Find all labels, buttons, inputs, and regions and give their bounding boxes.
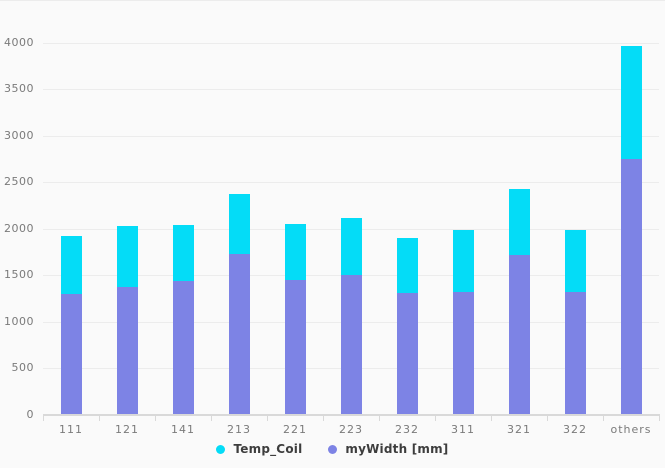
y-axis-label: 2500 — [4, 175, 34, 189]
bar-segment-temp-coil[interactable] — [620, 45, 642, 159]
legend-item-temp-coil[interactable]: Temp_Coil — [216, 442, 302, 456]
bar-segment-temp-coil[interactable] — [452, 229, 474, 292]
y-axis-label: 4000 — [4, 35, 34, 49]
y-axis-label: 3000 — [4, 128, 34, 142]
bar-segment-temp-coil[interactable] — [60, 236, 82, 294]
bar-segment-temp-coil[interactable] — [116, 226, 138, 288]
x-axis-label-others: others — [610, 423, 652, 436]
bar-segment-temp-coil[interactable] — [340, 218, 362, 276]
x-axis-label-223: 223 — [339, 423, 363, 436]
gridline — [43, 42, 659, 44]
bar-segment-mywidth[interactable] — [452, 291, 474, 414]
x-axis-label-221: 221 — [283, 423, 307, 436]
y-axis-label: 500 — [11, 361, 34, 375]
bar-group-232 — [379, 1, 435, 414]
bar-group-213 — [211, 1, 267, 414]
x-axis-tick — [491, 416, 492, 421]
bar-group-others — [603, 1, 659, 414]
bar-segment-temp-coil[interactable] — [284, 223, 306, 281]
x-axis-label-311: 311 — [451, 423, 475, 436]
bar-segment-mywidth[interactable] — [340, 275, 362, 414]
bar-group-111 — [43, 1, 99, 414]
bar-group-321 — [491, 1, 547, 414]
x-axis-tick — [43, 416, 44, 421]
gridline — [43, 89, 659, 91]
x-axis-labels: 111 121 141 213 221 223 232 311 321 322 others — [43, 423, 659, 436]
bar-segment-temp-coil[interactable] — [228, 194, 250, 254]
bar-segment-temp-coil[interactable] — [508, 188, 530, 256]
gridline — [43, 135, 659, 137]
bar-group-121 — [99, 1, 155, 414]
x-axis-tick — [547, 416, 548, 421]
x-axis-tick — [323, 416, 324, 421]
bar-group-223 — [323, 1, 379, 414]
bar-group-141 — [155, 1, 211, 414]
plot-area — [43, 1, 659, 415]
legend-label: myWidth [mm] — [345, 442, 449, 456]
x-axis-tick — [379, 416, 380, 421]
legend-label: Temp_Coil — [233, 442, 303, 456]
x-axis-label-111: 111 — [59, 423, 83, 436]
x-axis-tick — [435, 416, 436, 421]
x-axis-label-232: 232 — [395, 423, 419, 436]
y-axis-label: 1000 — [4, 314, 34, 328]
x-axis-tick — [155, 416, 156, 421]
chart-legend: Temp_Coil myWidth [mm] — [0, 442, 665, 456]
legend-series-dot-icon — [216, 444, 226, 454]
y-axis-label: 0 — [26, 408, 34, 421]
bar-segment-temp-coil[interactable] — [396, 238, 418, 293]
y-axis-label: 3500 — [4, 82, 34, 96]
bar-segment-mywidth[interactable] — [60, 293, 82, 414]
x-axis-tick — [99, 416, 100, 421]
bar-segment-temp-coil[interactable] — [172, 225, 194, 281]
y-axis-label: 2000 — [4, 221, 34, 235]
bar-segment-mywidth[interactable] — [228, 253, 250, 414]
bar-segment-mywidth[interactable] — [396, 292, 418, 414]
x-axis-label-213: 213 — [227, 423, 251, 436]
bar-segment-mywidth[interactable] — [284, 280, 306, 414]
x-axis-label-121: 121 — [115, 423, 139, 436]
x-axis-label-321: 321 — [507, 423, 531, 436]
x-axis-line — [43, 414, 660, 416]
legend-item-mywidth-mm[interactable]: myWidth [mm] — [328, 442, 448, 456]
bar-segment-mywidth[interactable] — [172, 280, 194, 414]
legend-series-dot-icon — [328, 444, 338, 454]
bar-segment-temp-coil[interactable] — [564, 229, 586, 292]
y-axis-label: 1500 — [4, 268, 34, 282]
x-axis-tick — [267, 416, 268, 421]
x-axis-label-322: 322 — [563, 423, 587, 436]
bar-segment-mywidth[interactable] — [564, 291, 586, 414]
x-axis-tick — [603, 416, 604, 421]
bar-segment-mywidth[interactable] — [508, 255, 530, 414]
bar-group-221 — [267, 1, 323, 414]
bar-segment-mywidth[interactable] — [620, 158, 642, 414]
x-axis-label-141: 141 — [171, 423, 195, 436]
bars-container — [43, 1, 659, 414]
gridline — [43, 182, 659, 184]
x-axis-tick — [211, 416, 212, 421]
bar-segment-mywidth[interactable] — [116, 287, 138, 414]
bar-group-322 — [547, 1, 603, 414]
bar-group-311 — [435, 1, 491, 414]
x-axis-tick — [659, 416, 660, 421]
